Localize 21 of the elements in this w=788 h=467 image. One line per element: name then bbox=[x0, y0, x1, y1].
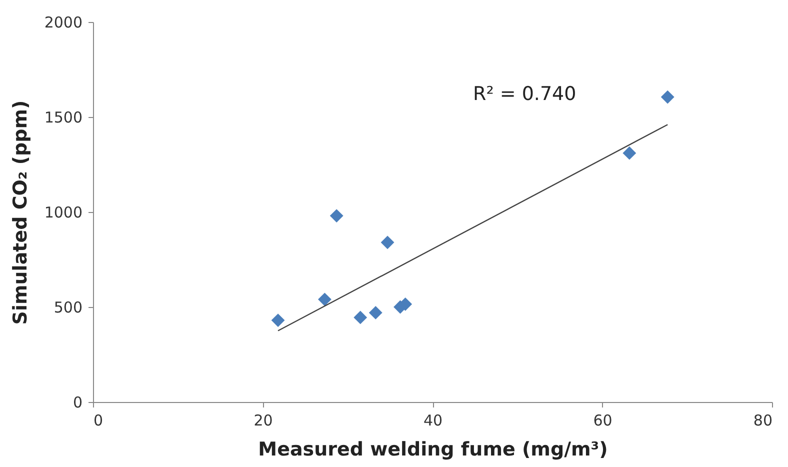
x-tick-label: 20 bbox=[254, 412, 273, 430]
x-tick-label: 0 bbox=[94, 412, 104, 430]
x-tick-label: 60 bbox=[593, 412, 612, 430]
x-tick-label: 80 bbox=[753, 412, 772, 430]
point bbox=[660, 90, 674, 104]
y-axis-title: Simulated CO₂ (ppm) bbox=[9, 100, 32, 325]
point bbox=[380, 236, 394, 250]
point bbox=[318, 292, 332, 306]
x-axis-title: Measured welding fume (mg/m³) bbox=[258, 438, 608, 460]
point bbox=[368, 306, 382, 320]
y-tick-label: 1000 bbox=[44, 204, 82, 222]
annotation: R² = 0.740 bbox=[473, 83, 576, 105]
y-tick-label: 0 bbox=[72, 394, 82, 412]
y-tick-label: 500 bbox=[54, 298, 82, 316]
y-tick-label: 2000 bbox=[44, 14, 82, 32]
point bbox=[622, 146, 636, 160]
x-tick-label: 40 bbox=[423, 412, 443, 430]
point bbox=[354, 310, 368, 324]
y-tick-label: 1500 bbox=[44, 108, 82, 126]
point bbox=[271, 314, 285, 328]
point bbox=[330, 209, 344, 223]
